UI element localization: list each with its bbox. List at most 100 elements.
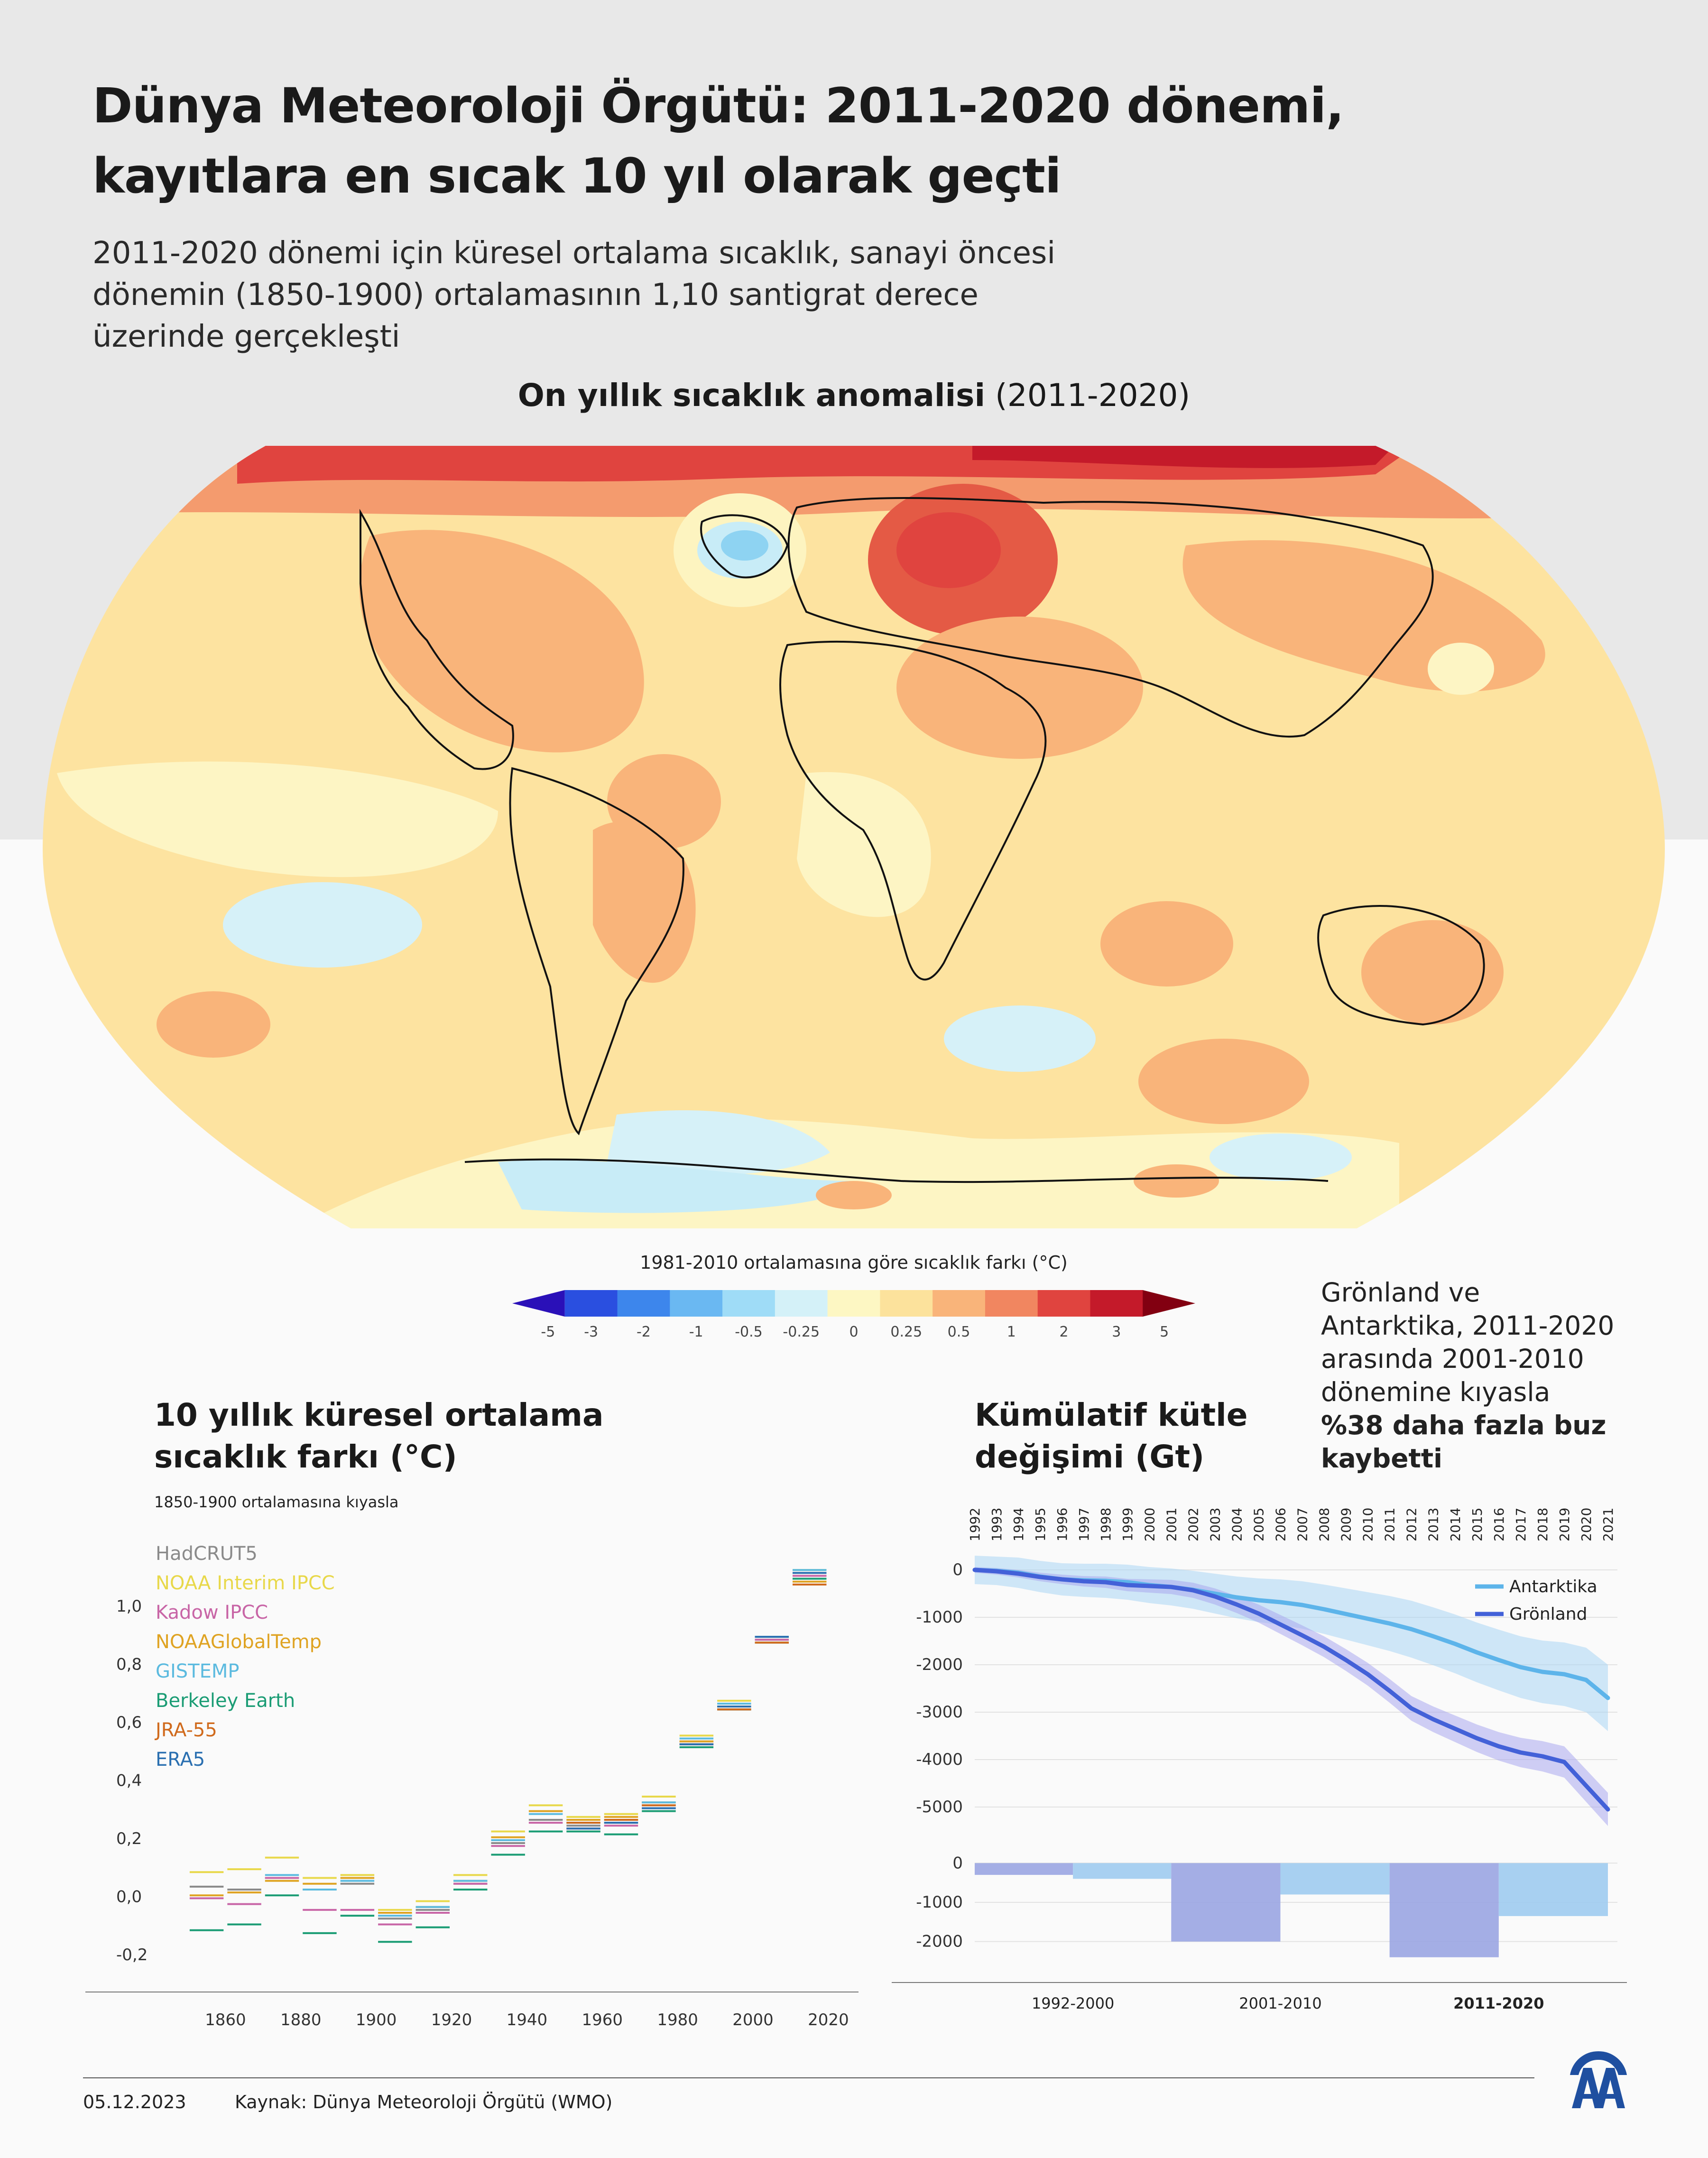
year-label: 2015 [1469,1508,1485,1541]
right-chart-title: Kümülatif kütle değişimi (Gt) [975,1394,1307,1478]
year-label: 1999 [1120,1508,1136,1541]
colorbar-tick-label: -3 [584,1324,598,1340]
colorbar-tick-label: 2 [1060,1324,1069,1340]
year-label: 1996 [1054,1508,1070,1541]
colorbar-tick-label: 0.5 [948,1324,970,1340]
y-tick-label: 0,0 [116,1887,142,1906]
year-label: 2021 [1600,1508,1616,1541]
year-label: 1997 [1076,1508,1092,1541]
y-tick-label: -5000 [916,1798,963,1817]
period-label: 2001-2010 [1239,1994,1321,2012]
series-era5 [566,1572,827,1830]
colorbar-title: 1981-2010 ortalamasına göre sıcaklık far… [640,1252,1068,1273]
colorbar-tick-label: 0 [849,1324,858,1340]
y-tick-label: -0,2 [116,1946,148,1964]
colorbar-cell [1090,1290,1143,1317]
colorbar-labels: -5 -3 -2 -1 -0.5 -0.25 0 0.25 0.5 1 2 3 5 [541,1324,1169,1340]
colorbar-cell [880,1290,933,1317]
colorbar-tick-label: 1 [1007,1324,1016,1340]
period-label: 2011-2020 [1453,1994,1544,2012]
legend-label: Grönland [1509,1605,1587,1624]
y-tick-label: 1,0 [116,1597,142,1616]
map-title-period: (2011-2020) [995,377,1191,414]
year-label: 2004 [1229,1508,1245,1541]
year-label: 2003 [1207,1508,1223,1541]
x-tick-label: 1900 [356,2010,397,2029]
year-label: 2000 [1142,1508,1157,1541]
right-title-line-2: değişimi (Gt) [975,1439,1205,1475]
year-label: 1995 [1033,1508,1048,1541]
year-label: 2019 [1557,1508,1572,1541]
x-tick-label: 1920 [431,2010,472,2029]
legend-item: NOAA Interim IPCC [156,1572,335,1594]
x-tick-label: 1940 [507,2010,548,2029]
year-label: 2006 [1273,1508,1288,1541]
year-label: 2009 [1339,1508,1354,1541]
y-tick-label: 0,8 [116,1655,142,1674]
x-tick-label: 2020 [808,2010,849,2029]
map-fill [43,446,1665,1228]
period-bar-antarktika [1498,1863,1608,1916]
note-bold-1: %38 daha fazla buz [1321,1410,1606,1440]
x-tick-label: 1860 [205,2010,246,2029]
map-colorbar: -5 -3 -2 -1 -0.5 -0.25 0 0.25 0.5 1 2 3 5 [512,1290,1195,1340]
footer-divider [83,2077,1534,2078]
year-label: 1998 [1098,1508,1114,1541]
year-label: 2001 [1163,1508,1179,1541]
colorbar-tick-label: -2 [637,1324,651,1340]
temperature-decade-chart: 1,0 0,8 0,6 0,4 0,2 0,0 -0,2 1860 1880 1900 1920 19… [85,1569,859,2029]
period-bar-grönland [975,1863,1073,1875]
coastlines [360,497,1485,1183]
title-line-2: kayıtlara en sıcak 10 yıl olarak geçti [92,148,1062,204]
colorbar-cell [1037,1290,1090,1317]
colorbar-cell [617,1290,670,1317]
year-label: 2011 [1382,1508,1398,1541]
note-line-4: dönemine kıyasla [1321,1377,1551,1407]
y-tick-label: -2000 [916,1932,963,1951]
aa-logo-icon [1570,2051,1627,2108]
colorbar-tick-label: -5 [541,1324,555,1340]
left-title-line-2: sıcaklık farkı (°C) [154,1439,457,1475]
year-label: 2008 [1317,1508,1332,1541]
year-label: 1993 [989,1508,1005,1541]
year-label: 2010 [1360,1508,1376,1541]
map-title: On yıllık sıcaklık anomalisi (2011-2020) [0,377,1708,414]
x-tick-label: 1880 [280,2010,322,2029]
y-tick-label: -1000 [916,1608,963,1627]
colorbar-tick-label: -1 [689,1324,703,1340]
legend-item: Berkeley Earth [156,1690,295,1712]
period-bar-antarktika [1280,1863,1390,1895]
series-jra-55 [566,1583,827,1824]
legend-item: HadCRUT5 [156,1543,258,1565]
colorbar-tick-label: 5 [1160,1324,1169,1340]
colorbar-tick-label: 3 [1112,1324,1121,1340]
year-label: 2007 [1295,1508,1311,1541]
year-label: 2013 [1426,1508,1441,1541]
left-chart-subtitle: 1850-1900 ortalamasına kıyasla [154,1493,399,1511]
colorbar-cell [827,1290,880,1317]
colorbar-tick-label: -0.25 [783,1324,820,1340]
subtitle-line-1: 2011-2020 dönemi için küresel ortalama s… [92,236,1056,271]
colorbar-cell [512,1290,565,1317]
note-line-2: Antarktika, 2011-2020 [1321,1310,1615,1341]
title-line-1: Dünya Meteoroloji Örgütü: 2011-2020 döne… [92,78,1344,134]
year-label: 2017 [1513,1508,1529,1541]
x-tick-label: 1960 [582,2010,623,2029]
colorbar-tick-label: 0.25 [890,1324,922,1340]
temperature-legend: HadCRUT5 NOAA Interim IPCC Kadow IPCC NOAAG… [156,1539,335,1774]
y-tick-label: -4000 [916,1750,963,1769]
left-title-line-1: 10 yıllık küresel ortalama [154,1397,604,1433]
period-bar-antarktika [1073,1863,1172,1879]
footer-source: Kaynak: Dünya Meteoroloji Örgütü (WMO) [235,2092,613,2112]
colorbar-cells [512,1290,1195,1317]
period-bar-grönland [1389,1863,1499,1957]
period-label: 1992-2000 [1032,1994,1114,2012]
footer-date: 05.12.2023 [83,2092,186,2112]
ice-loss-note: Grönland ve Antarktika, 2011-2020 arasın… [1321,1276,1653,1475]
subtitle-line-2: dönemin (1850-1900) ortalamasının 1,10 s… [92,277,979,313]
x-tick-label: 1980 [657,2010,698,2029]
legend-item: NOAAGlobalTemp [156,1631,322,1653]
y-tick-label: -2000 [916,1655,963,1674]
anomaly-world-map [43,446,1665,1228]
year-label: 2005 [1251,1508,1266,1541]
